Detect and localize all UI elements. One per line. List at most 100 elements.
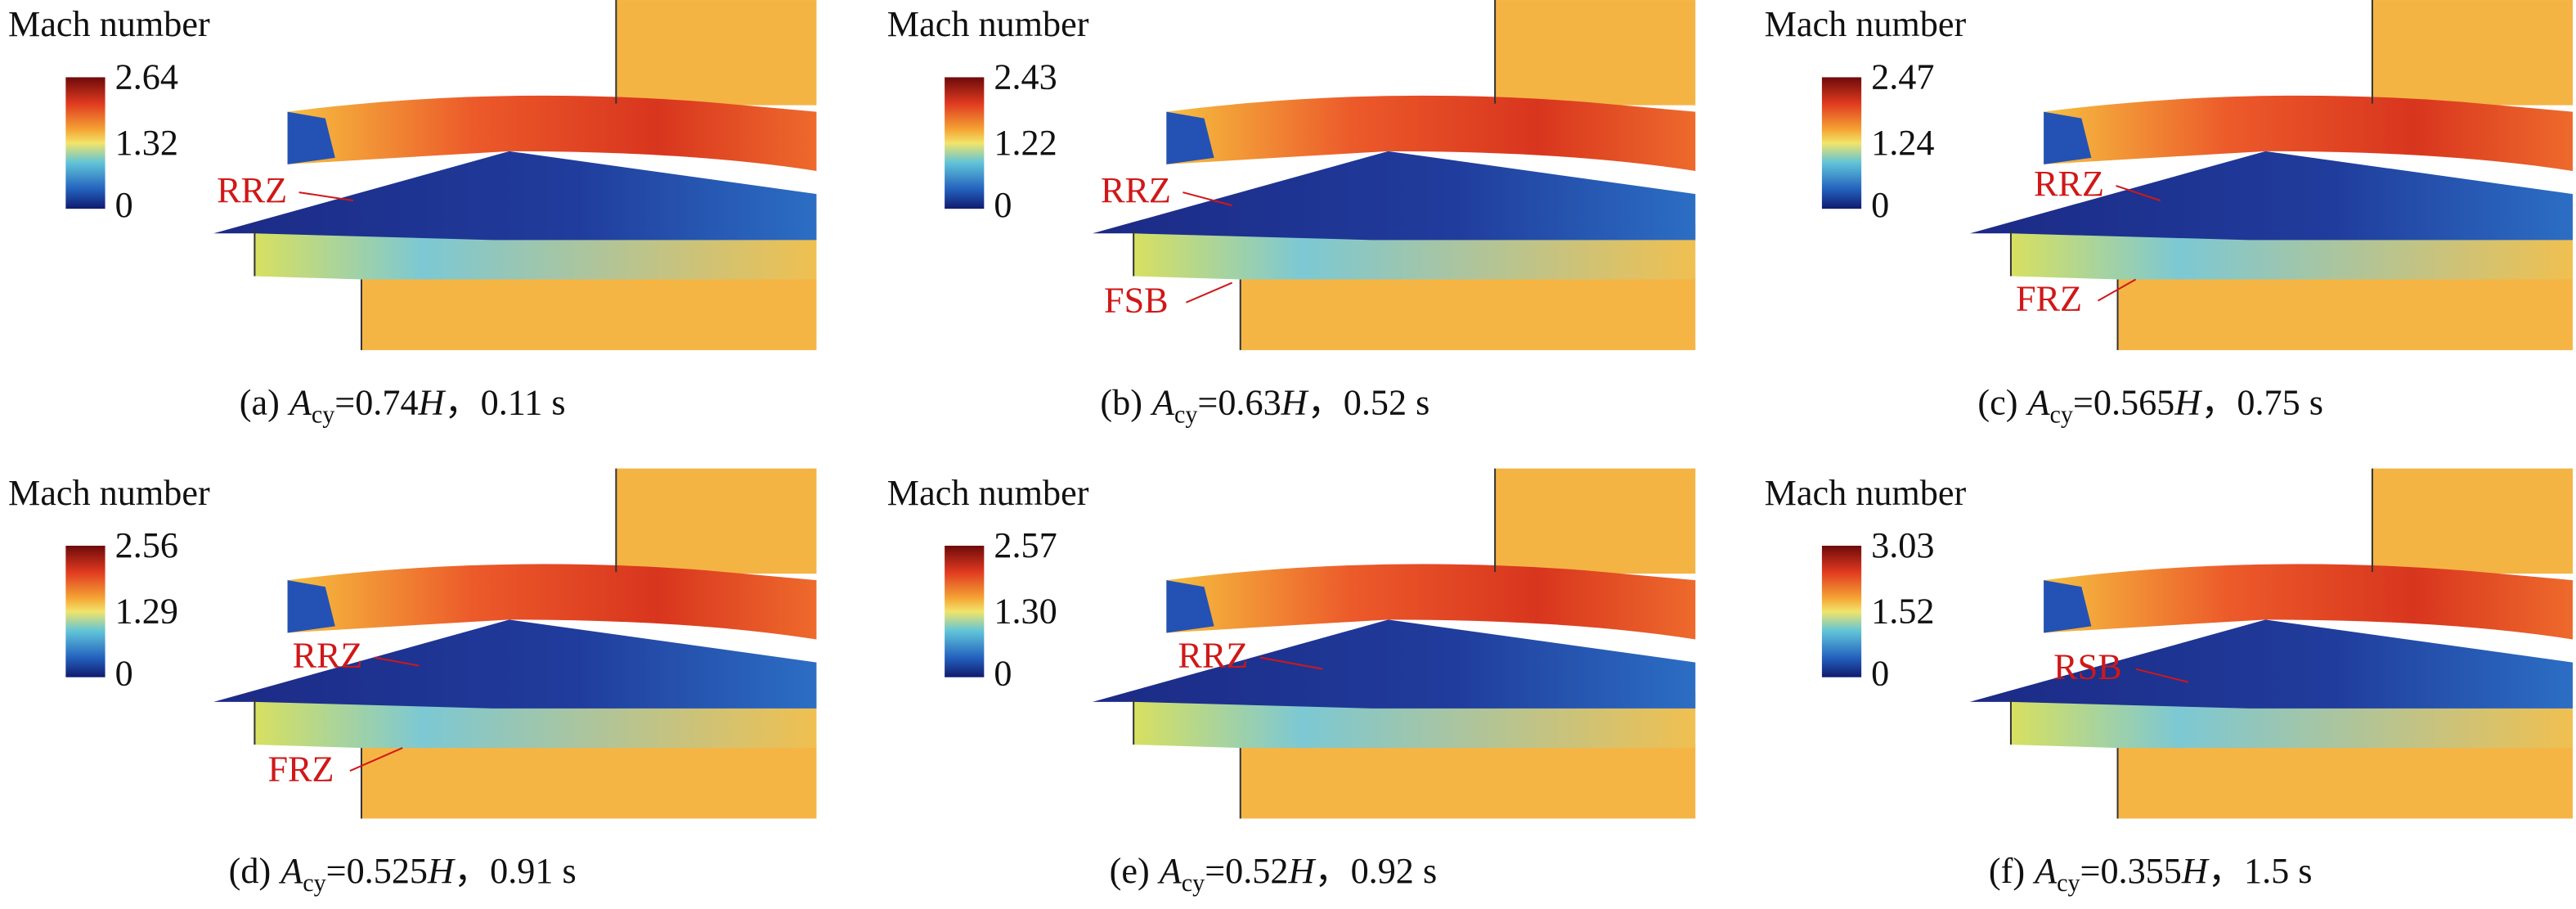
caption-subscript: cy — [2050, 400, 2073, 428]
flow-region — [2117, 745, 2573, 819]
colorbar — [1821, 77, 1862, 209]
annotation: RRZ — [293, 636, 363, 676]
caption-time: ，0.75 s — [2201, 382, 2323, 422]
caption-label: (d) — [229, 851, 272, 891]
caption-symbol: A — [278, 851, 303, 891]
flow-region — [1166, 111, 1214, 164]
annotation: RRZ — [217, 170, 287, 210]
caption-label: (e) — [1110, 851, 1150, 891]
caption-time: ，1.5 s — [2208, 851, 2313, 891]
flow-region — [287, 564, 817, 640]
caption: (c) Acy=0.565H，0.75 s — [1977, 382, 2323, 428]
colorbar-label: 2.56 — [115, 525, 178, 565]
colorbar-label: 3.03 — [1871, 525, 1934, 565]
leader-line — [2116, 185, 2161, 202]
flow-region — [2372, 0, 2573, 106]
flow-region — [2372, 468, 2573, 574]
colorbar-label: 1.24 — [1871, 123, 1934, 163]
caption: (b) Acy=0.63H，0.52 s — [1100, 382, 1429, 428]
caption-unit: H — [2181, 851, 2210, 891]
caption-value: =0.355 — [2080, 851, 2182, 891]
panel: Mach number 2.47 1.24 0 RRZ FRZ (c) Acy=0.565H，… — [1765, 0, 2573, 428]
flow-region — [1495, 468, 1696, 574]
caption-label: (a) — [240, 382, 280, 422]
annotation: RRZ — [1178, 636, 1248, 676]
colorbar-title: Mach number — [8, 4, 210, 44]
caption-unit: H — [2174, 382, 2202, 422]
colorbar-label: 0 — [1871, 185, 1889, 225]
caption-time: ，0.11 s — [444, 382, 565, 422]
leader-line — [349, 747, 403, 772]
caption-time: ，0.91 s — [454, 851, 577, 891]
caption-value: =0.565 — [2073, 382, 2174, 422]
leader-line — [298, 191, 354, 202]
colorbar-label: 2.64 — [115, 57, 178, 97]
colorbar — [65, 545, 105, 677]
caption: (f) Acy=0.355H，1.5 s — [1989, 851, 2313, 897]
panel: Mach number 3.03 1.52 0 RSB (f) Acy=0.355H，1.5… — [1765, 468, 2573, 897]
colorbar-title: Mach number — [1765, 473, 1967, 513]
annotation: RRZ — [1101, 170, 1171, 210]
flow-region — [2117, 276, 2573, 350]
colorbar-label: 2.43 — [994, 57, 1057, 97]
colorbar — [1821, 545, 1862, 677]
flow-region — [287, 95, 817, 171]
flow-region — [2044, 95, 2573, 171]
colorbar-label: 2.47 — [1871, 57, 1934, 97]
colorbar-label: 1.22 — [994, 123, 1057, 163]
caption-label: (c) — [1977, 382, 2017, 422]
caption-time: ，0.52 s — [1308, 382, 1430, 422]
colorbar-label: 0 — [994, 654, 1012, 694]
colorbar-label: 1.29 — [115, 591, 178, 631]
flow-region — [1240, 276, 1696, 350]
flow-region — [361, 276, 817, 350]
caption-unit: H — [1287, 851, 1316, 891]
flow-region — [287, 580, 335, 633]
caption-time: ，0.92 s — [1314, 851, 1437, 891]
panel: Mach number 2.64 1.32 0 RRZ (a) Acy=0.74H，0.11… — [8, 0, 817, 428]
caption-label: (b) — [1100, 382, 1142, 422]
flow-region — [1240, 745, 1696, 819]
flow-region — [616, 0, 817, 106]
colorbar-title: Mach number — [8, 473, 210, 513]
caption-label: (f) — [1989, 851, 2025, 891]
leader-line — [2097, 278, 2137, 302]
flow-region — [361, 745, 817, 819]
leader-line — [374, 656, 420, 667]
caption-value: =0.63 — [1197, 382, 1281, 422]
annotation: FRZ — [2016, 279, 2082, 319]
flow-region — [616, 468, 817, 574]
flow-region — [213, 619, 817, 709]
colorbar-label: 0 — [115, 654, 133, 694]
flow-region — [1166, 580, 1214, 633]
caption-symbol: A — [1150, 382, 1175, 422]
annotation: FRZ — [267, 749, 334, 789]
leader-line — [1186, 281, 1233, 304]
annotation: RRZ — [2034, 164, 2104, 204]
flow-region — [1166, 95, 1696, 171]
flow-region — [1495, 0, 1696, 106]
panel: Mach number 2.56 1.29 0 RRZ FRZ (d) Acy=0.525H，… — [8, 468, 817, 897]
flow-region — [2044, 564, 2573, 640]
colorbar-label: 1.52 — [1871, 591, 1934, 631]
leader-line — [1259, 656, 1323, 670]
flow-region — [1969, 619, 2573, 709]
colorbar-title: Mach number — [1765, 4, 1967, 44]
flow-region — [213, 151, 817, 241]
colorbar — [945, 77, 985, 209]
caption: (d) Acy=0.525H，0.91 s — [229, 851, 577, 897]
caption-value: =0.52 — [1205, 851, 1288, 891]
caption-symbol: A — [2026, 382, 2051, 422]
leader-line — [2135, 668, 2189, 683]
colorbar — [945, 545, 985, 677]
caption-subscript: cy — [1174, 400, 1197, 428]
caption-symbol: A — [1157, 851, 1183, 891]
colorbar-label: 0 — [115, 185, 133, 225]
flow-region — [287, 111, 335, 164]
colorbar-label: 0 — [994, 185, 1012, 225]
flow-region — [1092, 619, 1696, 709]
colorbar-title: Mach number — [887, 4, 1089, 44]
caption-value: =0.525 — [326, 851, 428, 891]
